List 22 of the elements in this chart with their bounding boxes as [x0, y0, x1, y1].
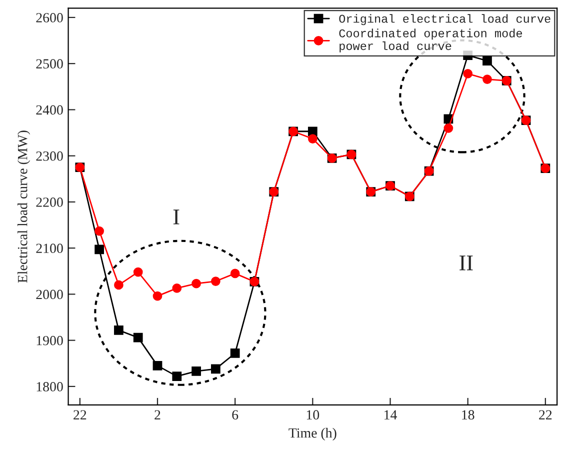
y-tick-label: 1800 [36, 382, 63, 392]
y-axis-title: Electrical load curve (MW) [17, 130, 30, 283]
x-axis-title: Time (h) [288, 428, 336, 441]
legend-label: Original electrical load curve [339, 14, 550, 26]
y-tick-label: 2300 [36, 151, 63, 161]
x-tick-label: 10 [306, 410, 320, 420]
x-tick-label: 22 [539, 410, 552, 420]
y-tick-label: 2100 [36, 244, 63, 254]
y-tick-label: 2600 [36, 13, 63, 22]
x-tick-label: 6 [232, 410, 238, 420]
y-tick-label: 2500 [36, 59, 63, 69]
x-tick-label: 2 [154, 410, 160, 420]
y-tick-label: 2400 [36, 105, 63, 115]
annotation: I [173, 210, 180, 224]
y-tick-label: 1900 [36, 336, 63, 346]
x-tick-label: 18 [462, 410, 474, 420]
legend-label: Coordinated operation mode power load curve [339, 28, 522, 52]
y-tick-label: 2000 [36, 290, 63, 300]
x-tick-label: 14 [384, 410, 397, 420]
annotation: II [460, 256, 473, 270]
y-tick-label: 2200 [36, 198, 63, 207]
x-tick-label: 22 [74, 410, 86, 420]
